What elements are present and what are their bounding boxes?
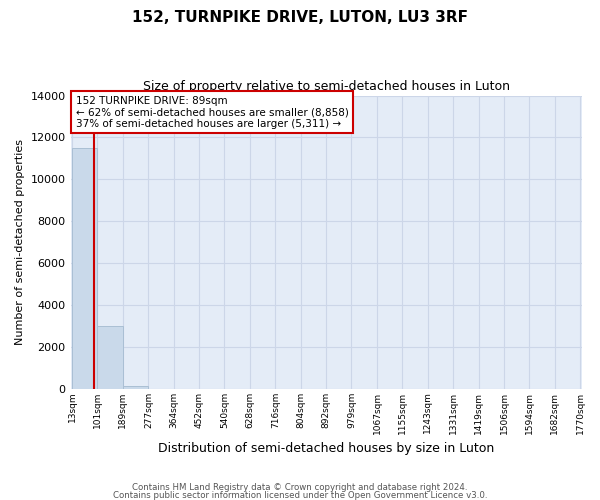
Bar (72, 148, 97, 389)
Bar (97, 326, 123, 389)
Text: 152, TURNPIKE DRIVE, LUTON, LU3 3RF: 152, TURNPIKE DRIVE, LUTON, LU3 3RF (132, 10, 468, 25)
Y-axis label: Number of semi-detached properties: Number of semi-detached properties (15, 139, 25, 345)
Text: 152 TURNPIKE DRIVE: 89sqm
← 62% of semi-detached houses are smaller (8,858)
37% : 152 TURNPIKE DRIVE: 89sqm ← 62% of semi-… (76, 96, 349, 129)
Text: Contains public sector information licensed under the Open Government Licence v3: Contains public sector information licen… (113, 490, 487, 500)
Bar (123, 386, 148, 389)
Title: Size of property relative to semi-detached houses in Luton: Size of property relative to semi-detach… (143, 80, 509, 93)
X-axis label: Distribution of semi-detached houses by size in Luton: Distribution of semi-detached houses by … (158, 442, 494, 455)
Text: Contains HM Land Registry data © Crown copyright and database right 2024.: Contains HM Land Registry data © Crown c… (132, 484, 468, 492)
